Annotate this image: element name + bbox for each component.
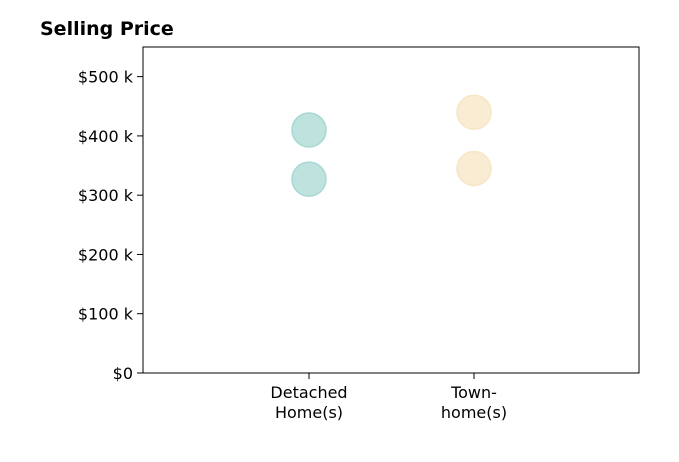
plot-frame (142, 46, 640, 374)
y-tick-label: $400 k (78, 127, 134, 146)
y-axis: $0 $100 k $200 k $300 k $400 k $500 k (78, 68, 143, 383)
x-tick-label: Town- (450, 383, 497, 402)
y-tick-label: $100 k (78, 305, 134, 324)
y-tick-label: $200 k (78, 245, 134, 264)
data-point (291, 161, 327, 197)
data-point (456, 94, 492, 130)
data-point (291, 112, 327, 148)
y-tick-label: $300 k (78, 186, 134, 205)
x-tick-label: Detached (270, 383, 347, 402)
x-tick-label: home(s) (441, 403, 507, 422)
data-point (456, 150, 492, 187)
y-tick-label: $500 k (78, 68, 134, 87)
x-tick-label: Home(s) (275, 403, 343, 422)
data-points (291, 94, 492, 197)
y-tick-label: $0 (113, 364, 133, 383)
chart-title: Selling Price (40, 18, 174, 40)
